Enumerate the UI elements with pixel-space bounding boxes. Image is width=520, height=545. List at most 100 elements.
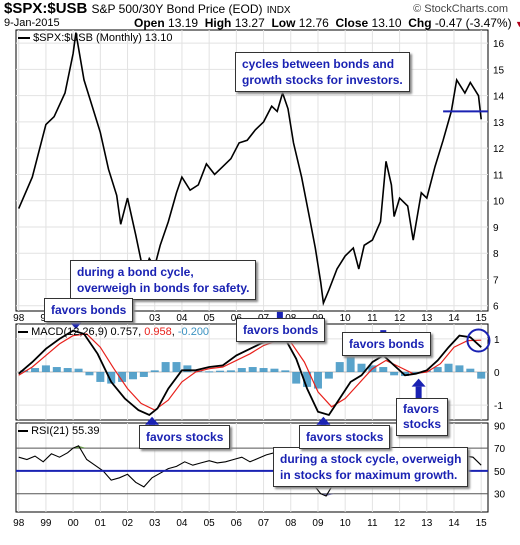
x-tick-label: 01 — [95, 518, 107, 529]
macd-histogram-bar — [128, 372, 137, 380]
x-tick-label: 98 — [13, 518, 25, 529]
x-tick-label: 99 — [40, 518, 52, 529]
macd-histogram-bar — [313, 372, 322, 389]
macd-histogram-bar — [357, 363, 366, 372]
x-tick-label: 11 — [367, 313, 378, 324]
macd-histogram-bar — [74, 368, 83, 372]
quote-chg-label: Chg — [408, 16, 432, 30]
macd-histogram-bar — [31, 368, 40, 372]
macd-histogram-bar — [139, 372, 148, 377]
annotation-bond-cycle: during a bond cycle, overweigh in bonds … — [70, 260, 257, 300]
rsi-panel-frame — [15, 422, 489, 513]
annotation-favors-stocks-3-line-1: favors — [403, 402, 440, 416]
x-tick-label: 06 — [231, 518, 243, 529]
rsi-y-tick-label: 90 — [494, 421, 506, 432]
macd-histogram-bar — [248, 367, 257, 372]
quote-chg: -0.47 (-3.47%) — [434, 16, 512, 30]
annotation-stock-cycle-line-1: during a stock cycle, overweigh — [280, 452, 462, 466]
macd-histogram-bar — [205, 371, 214, 373]
favors-stocks-arrow-3-shaft — [415, 386, 422, 401]
x-tick-label: 15 — [476, 518, 488, 529]
macd-histogram-bar — [466, 368, 475, 372]
annotation-bond-cycle-line-2: overweigh in bonds for safety. — [77, 281, 250, 295]
rsi-legend: RSI(21) 55.39 — [18, 425, 100, 437]
macd-histogram-bar — [161, 362, 170, 372]
x-tick-label: 03 — [149, 313, 161, 324]
x-tick-label: 03 — [149, 518, 161, 529]
header-date: 9-Jan-2015 — [4, 17, 60, 29]
price-y-tick-label: 15 — [493, 65, 505, 76]
favors-stocks-arrow-1-arrowhead — [145, 416, 160, 425]
price-y-tick-label: 12 — [493, 144, 505, 155]
price-y-tick-label: 10 — [493, 197, 505, 208]
x-tick-label: 04 — [176, 518, 188, 529]
rsi-y-tick-label: 50 — [494, 467, 506, 478]
annotation-favors-stocks-2: favors stocks — [299, 425, 391, 449]
quote-open: 13.19 — [168, 16, 199, 30]
macd-histogram-bar — [292, 372, 301, 384]
x-tick-label: 13 — [421, 313, 433, 324]
quote-high: 13.27 — [234, 16, 265, 30]
price-y-tick-label: 8 — [493, 249, 499, 260]
macd-histogram-bar — [237, 368, 246, 372]
macd-histogram-bar — [444, 363, 453, 372]
macd-histogram-bar — [150, 370, 159, 372]
header-symbol: $SPX:$USB — [4, 0, 88, 17]
annotation-stock-cycle-line-2: in stocks for maximum growth. — [280, 468, 458, 482]
macd-histogram-bar — [52, 367, 61, 372]
macd-y-tick-label: 0 — [494, 368, 500, 379]
macd-histogram-bar — [183, 365, 192, 372]
price-y-tick-label: 7 — [493, 275, 499, 286]
quote-close: 13.10 — [371, 16, 402, 30]
rsi-y-tick-label: 70 — [494, 444, 506, 455]
annotation-favors-bonds-1: favors bonds — [44, 298, 134, 322]
macd-histogram-bar — [259, 368, 268, 372]
quote-open-label: Open — [134, 16, 165, 30]
x-tick-label: 15 — [476, 313, 488, 324]
quote-high-label: High — [204, 16, 232, 30]
annotation-cycles-line-2: growth stocks for investors. — [242, 73, 403, 87]
macd-y-tick-label: -1 — [494, 401, 503, 412]
macd-histogram-bar — [118, 372, 127, 382]
price-y-tick-label: 16 — [493, 39, 505, 50]
down-triangle-icon: ▼ — [514, 19, 520, 29]
macd-legend-hist: -0.200 — [177, 326, 210, 338]
price-line — [17, 32, 482, 307]
annotation-favors-stocks-3-line-2: stocks — [403, 417, 442, 431]
macd-histogram-bar — [172, 362, 181, 372]
macd-crossover-circle — [466, 328, 491, 353]
favors-stocks-arrow-2-arrowhead — [316, 416, 331, 425]
rsi-oversold-fill — [326, 493, 335, 497]
macd-histogram-bar — [390, 372, 399, 376]
header-source: © StockCharts.com — [413, 3, 508, 15]
macd-histogram-bar — [226, 370, 235, 372]
macd-histogram-bar — [401, 372, 410, 376]
annotation-favors-bonds-2: favors bonds — [236, 318, 326, 342]
rsi-legend-swatch — [18, 430, 28, 433]
macd-legend-signal: 0.958 — [144, 326, 172, 338]
annotation-bond-cycle-line-1: during a bond cycle, — [77, 265, 194, 279]
favors-bonds-arrow-1-arrowhead — [68, 320, 83, 329]
price-y-tick-label: 6 — [493, 302, 499, 313]
price-y-tick-label: 14 — [493, 92, 505, 103]
x-tick-label: 07 — [258, 518, 270, 529]
macd-histogram-bar — [107, 372, 116, 384]
macd-histogram-bar — [216, 370, 225, 372]
header-quote: Open 13.19 High 13.27 Low 12.76 Close 13… — [134, 16, 520, 30]
macd-histogram-bar — [270, 368, 279, 372]
header-description: S&P 500/30Y Bond Price (EOD) — [91, 2, 263, 16]
x-tick-label: 02 — [122, 518, 134, 529]
x-tick-label: 05 — [204, 313, 216, 324]
macd-y-tick-label: 1 — [494, 335, 500, 346]
favors-stocks-arrow-3-arrowhead — [411, 378, 426, 387]
macd-histogram-bar — [41, 365, 50, 372]
rsi-overbought-fill — [78, 445, 87, 449]
annotation-stock-cycle: during a stock cycle, overweigh in stock… — [273, 447, 469, 487]
macd-histogram-bar — [63, 368, 72, 372]
price-y-tick-label: 9 — [493, 223, 499, 234]
x-tick-label: 09 — [312, 518, 324, 529]
x-tick-label: 13 — [421, 518, 433, 529]
macd-legend-label: MACD(12,26,9) — [31, 326, 108, 338]
x-tick-label: 98 — [13, 313, 25, 324]
quote-low: 12.76 — [298, 16, 329, 30]
